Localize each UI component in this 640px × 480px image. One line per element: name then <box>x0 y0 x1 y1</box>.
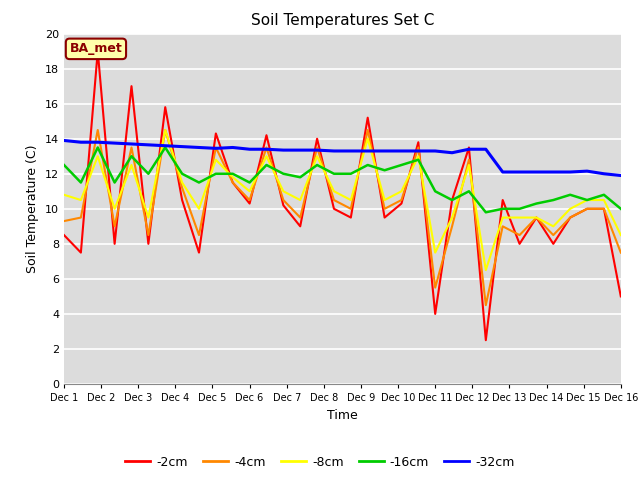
Legend: -2cm, -4cm, -8cm, -16cm, -32cm: -2cm, -4cm, -8cm, -16cm, -32cm <box>120 451 520 474</box>
Y-axis label: Soil Temperature (C): Soil Temperature (C) <box>26 144 40 273</box>
X-axis label: Time: Time <box>327 408 358 421</box>
Title: Soil Temperatures Set C: Soil Temperatures Set C <box>251 13 434 28</box>
Text: BA_met: BA_met <box>70 42 122 55</box>
